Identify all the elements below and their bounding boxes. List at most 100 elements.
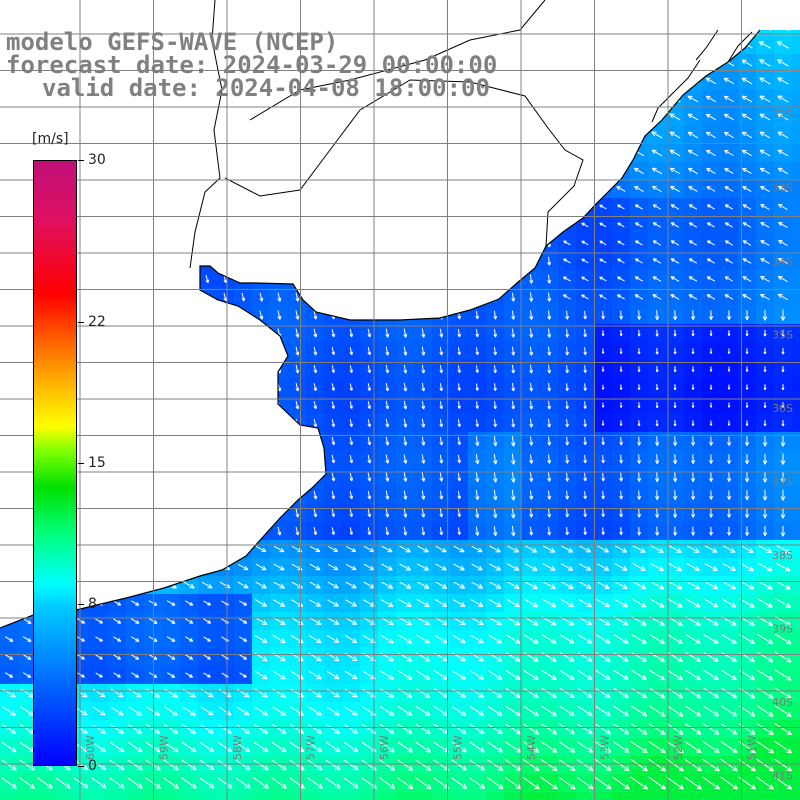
speed-cell: [792, 558, 800, 576]
colorbar-tick: [78, 321, 84, 323]
speed-cell: [234, 792, 252, 800]
speed-cell: [630, 792, 648, 800]
speed-cell: [612, 792, 630, 800]
speed-cell: [792, 30, 800, 36]
speed-cell: [792, 612, 800, 630]
speed-cell: [792, 702, 800, 720]
speed-cell: [666, 792, 684, 800]
speed-cell: [792, 756, 800, 774]
lat-label: 34S: [772, 255, 793, 268]
speed-cell: [774, 30, 792, 36]
speed-cell: [558, 792, 576, 800]
speed-cell: [72, 792, 90, 800]
speed-cell: [306, 792, 324, 800]
lat-label: 38S: [772, 549, 793, 562]
lon-label: 54W: [525, 735, 538, 760]
speed-cell: [792, 468, 800, 486]
colorbar-label: 30: [88, 152, 106, 168]
speed-cell: [792, 72, 800, 90]
speed-cell: [792, 36, 800, 54]
speed-cell: [684, 792, 702, 800]
speed-cell: [126, 792, 144, 800]
colorbar-tick: [78, 604, 84, 606]
speed-cell: [486, 792, 504, 800]
speed-cell: [792, 54, 800, 72]
lat-label: 41S: [772, 770, 793, 783]
lon-label: 53W: [599, 735, 612, 760]
lat-label: 33S: [772, 182, 793, 195]
speed-cell: [468, 792, 486, 800]
valid-date: valid date: 2024-04-08 18:00:00: [42, 74, 490, 102]
speed-cell: [738, 792, 756, 800]
colorbar-label: 0: [88, 758, 97, 774]
speed-cell: [414, 792, 432, 800]
speed-cell: [792, 198, 800, 216]
speed-cell: [792, 792, 800, 800]
speed-cell: [702, 792, 720, 800]
speed-cell: [792, 432, 800, 450]
speed-cell: [792, 720, 800, 738]
lat-label: 39S: [772, 623, 793, 636]
speed-cell: [792, 270, 800, 288]
speed-cell: [162, 792, 180, 800]
speed-cell: [792, 738, 800, 756]
lat-label: 37S: [772, 476, 793, 489]
speed-cell: [792, 360, 800, 378]
speed-cell: [108, 792, 126, 800]
speed-cell: [792, 414, 800, 432]
speed-cell: [0, 792, 18, 800]
speed-cell: [36, 792, 54, 800]
lon-label: 52W: [672, 735, 685, 760]
colorbar-tick: [78, 766, 84, 767]
speed-cell: [792, 126, 800, 144]
speed-cell: [540, 792, 558, 800]
speed-cell: [342, 792, 360, 800]
lon-label: 51W: [746, 735, 759, 760]
speed-cell: [396, 792, 414, 800]
lon-label: 55W: [452, 735, 465, 760]
speed-cell: [792, 234, 800, 252]
colorbar-tick: [78, 160, 84, 161]
speed-cell: [792, 522, 800, 540]
lon-label: 57W: [305, 735, 318, 760]
speed-cell: [792, 342, 800, 360]
lat-label: 40S: [772, 696, 793, 709]
speed-cell: [792, 288, 800, 306]
speed-cell: [792, 504, 800, 522]
lon-label: 58W: [231, 735, 244, 760]
lat-label: 32S: [772, 108, 793, 121]
colorbar: [33, 160, 77, 766]
speed-cell: [504, 792, 522, 800]
lon-label: 59W: [158, 735, 171, 760]
speed-cell: [180, 792, 198, 800]
speed-cell: [792, 486, 800, 504]
speed-cell: [792, 666, 800, 684]
lon-label: 60W: [84, 735, 97, 760]
lat-label: 36S: [772, 402, 793, 415]
speed-cell: [90, 792, 108, 800]
speed-cell: [270, 792, 288, 800]
speed-cell: [216, 792, 234, 800]
speed-cell: [774, 792, 792, 800]
speed-cell: [792, 306, 800, 324]
speed-cell: [648, 792, 666, 800]
speed-cell: [792, 594, 800, 612]
colorbar-label: 8: [88, 596, 97, 613]
speed-cell: [792, 180, 800, 198]
speed-cell: [792, 576, 800, 594]
speed-cell: [792, 648, 800, 666]
speed-cell: [360, 792, 378, 800]
speed-cell: [792, 108, 800, 126]
lon-label: 56W: [378, 735, 391, 760]
colorbar-units: [m/s]: [32, 131, 69, 147]
speed-cell: [756, 792, 774, 800]
speed-cell: [792, 684, 800, 702]
speed-cell: [792, 216, 800, 234]
speed-cell: [720, 792, 738, 800]
speed-cell: [792, 540, 800, 558]
speed-cell: [792, 324, 800, 342]
speed-cell: [756, 30, 774, 36]
speed-cell: [792, 252, 800, 270]
speed-cell: [288, 792, 306, 800]
